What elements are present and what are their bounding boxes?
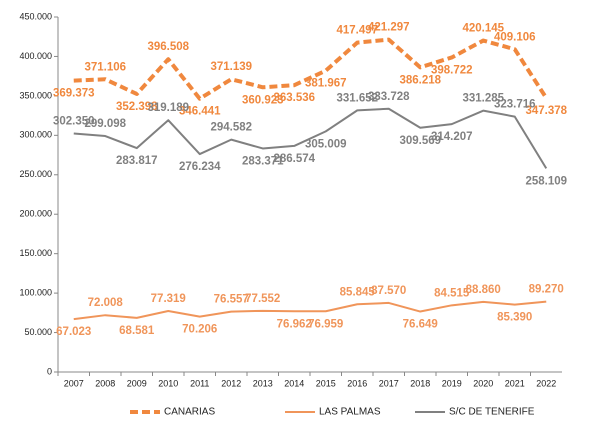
data-label: 76.557 <box>214 294 249 306</box>
data-label: 77.319 <box>151 293 186 305</box>
y-tick-label: 250.000 <box>19 169 52 179</box>
data-label: 89.270 <box>529 284 564 296</box>
data-label: 409.106 <box>494 31 536 43</box>
data-label: 305.009 <box>305 138 347 150</box>
data-label: 319.189 <box>147 102 189 114</box>
x-tick-label: 2022 <box>536 378 556 388</box>
x-tick-label: 2013 <box>253 378 273 388</box>
data-label: 421.297 <box>368 22 410 34</box>
y-tick-label: 0 <box>47 366 52 376</box>
data-label: 417.497 <box>336 25 378 37</box>
data-label: 84.515 <box>434 287 470 299</box>
data-label: 352.398 <box>116 101 158 113</box>
y-tick-label: 450.000 <box>19 11 52 21</box>
data-label: 398.722 <box>431 64 473 76</box>
x-tick-label: 2008 <box>95 378 115 388</box>
data-label: 72.008 <box>88 297 124 309</box>
data-label: 286.574 <box>273 153 315 165</box>
data-label: 67.023 <box>56 326 91 338</box>
data-label: 314.207 <box>431 131 473 143</box>
data-label: 396.508 <box>147 41 189 53</box>
data-label: 363.536 <box>273 92 315 104</box>
y-tick-label: 50.000 <box>24 327 52 337</box>
x-tick-label: 2011 <box>190 378 209 388</box>
legend-label: LAS PALMAS <box>319 407 381 418</box>
x-tick-label: 2019 <box>442 378 462 388</box>
data-label: 76.649 <box>403 319 438 331</box>
data-label: 276.234 <box>179 161 221 173</box>
data-label: 360.923 <box>242 94 284 106</box>
data-label: 346.441 <box>179 106 221 118</box>
data-label: 381.967 <box>305 78 347 90</box>
data-label: 369.373 <box>53 88 95 100</box>
data-label: 68.581 <box>119 325 155 337</box>
x-tick-label: 2015 <box>316 378 336 388</box>
x-tick-label: 2017 <box>379 378 399 388</box>
data-label: 420.145 <box>462 23 504 35</box>
series-line <box>73 107 548 169</box>
data-label: 309.569 <box>399 135 441 147</box>
data-label: 258.109 <box>525 175 567 187</box>
data-label: 283.371 <box>242 155 284 167</box>
y-tick-label: 400.000 <box>19 51 52 61</box>
data-label: 70.206 <box>182 324 217 336</box>
data-label: 333.728 <box>368 91 410 103</box>
x-tick-label: 2018 <box>410 378 430 388</box>
data-label: 88.860 <box>466 284 501 296</box>
x-tick-label: 2010 <box>158 378 178 388</box>
data-label: 299.098 <box>84 118 126 130</box>
x-tick-label: 2007 <box>64 378 84 388</box>
data-label: 302.350 <box>53 116 95 128</box>
y-tick-label: 300.000 <box>19 130 52 140</box>
data-label: 76.962 <box>277 318 312 330</box>
data-label: 76.959 <box>308 318 343 330</box>
data-label: 386.218 <box>399 74 441 86</box>
data-label: 323.716 <box>494 99 536 111</box>
x-tick-label: 2020 <box>473 378 493 388</box>
data-label: 347.378 <box>525 105 567 117</box>
data-label: 331.285 <box>462 93 504 105</box>
x-tick-label: 2021 <box>505 378 525 388</box>
y-tick-label: 150.000 <box>19 248 52 258</box>
data-label: 283.817 <box>116 155 158 167</box>
series-line <box>73 300 547 321</box>
data-label: 371.139 <box>210 61 252 73</box>
x-tick-label: 2016 <box>347 378 367 388</box>
data-label: 85.390 <box>497 312 532 324</box>
y-tick-label: 200.000 <box>19 209 52 219</box>
y-tick-label: 100.000 <box>19 287 52 297</box>
x-tick-label: 2012 <box>221 378 241 388</box>
data-label: 87.570 <box>371 285 406 297</box>
series-line <box>73 37 548 101</box>
data-label: 371.106 <box>84 61 126 73</box>
legend-label: S/C DE TENERIFE <box>449 407 535 418</box>
x-tick-label: 2009 <box>127 378 147 388</box>
data-label: 85.845 <box>340 286 376 298</box>
data-label: 77.552 <box>245 293 280 305</box>
data-label: 294.582 <box>210 122 252 134</box>
data-label: 331.652 <box>336 92 378 104</box>
y-tick-label: 350.000 <box>19 90 52 100</box>
legend-label: CANARIAS <box>164 407 215 418</box>
x-tick-label: 2014 <box>284 378 304 388</box>
